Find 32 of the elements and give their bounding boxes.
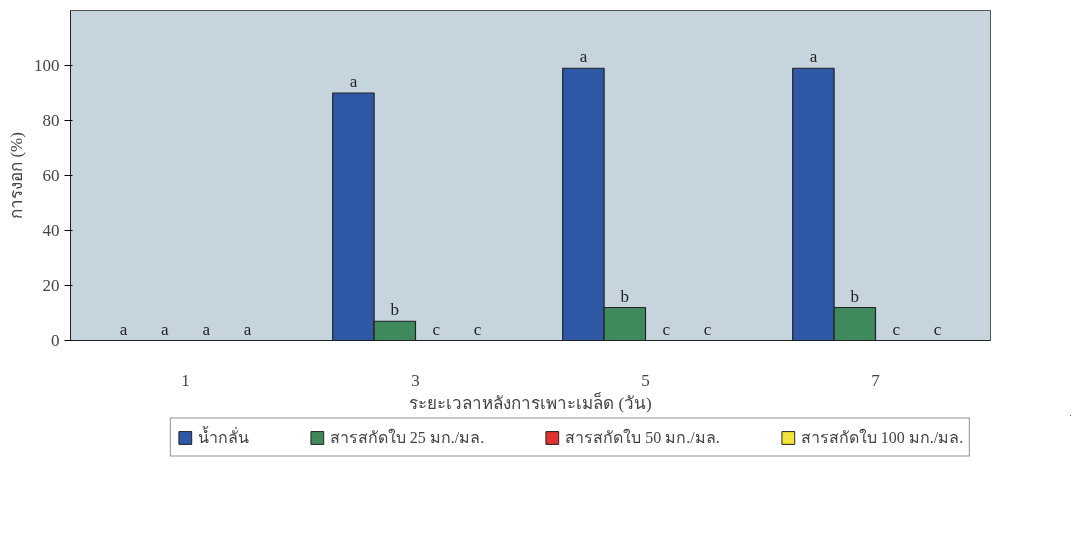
y-tick-label: 80	[42, 111, 60, 130]
data-label: c	[662, 319, 671, 339]
y-tick-label: 60	[42, 166, 60, 185]
y-axis-title: การงอก (%)	[7, 132, 26, 219]
data-label: c	[473, 319, 482, 339]
legend-label: สารสกัดใบ 50 มก./มล.	[565, 427, 720, 448]
x-tick-label: 5	[641, 370, 650, 390]
data-label: a	[809, 47, 818, 67]
legend-label: สารสกัดใบ 100 มก./มล.	[800, 427, 964, 448]
data-label: b	[390, 300, 400, 320]
legend-label: สารสกัดใบ 25 มก./มล.	[329, 427, 485, 448]
data-label: c	[933, 319, 942, 339]
data-label: a	[349, 72, 358, 91]
data-label: a	[161, 319, 170, 339]
data-label: c	[432, 319, 441, 339]
x-tick-label: 7	[871, 370, 881, 390]
x-axis-title: ระยะเวลาหลังการเพาะเมล็ด (วัน)	[409, 391, 652, 413]
data-label: a	[243, 319, 252, 339]
data-label: c	[892, 319, 901, 339]
data-label: c	[703, 319, 712, 339]
x-tick-label: 1	[181, 370, 190, 390]
y-tick-label: 40	[42, 221, 60, 240]
y-tick-label: 100	[34, 56, 60, 75]
data-label: b	[620, 286, 630, 306]
y-tick-label: 0	[51, 331, 60, 350]
data-label: a	[119, 319, 128, 339]
y-tick-label: 20	[42, 276, 60, 295]
data-label: a	[579, 47, 588, 67]
data-label: a	[202, 319, 211, 339]
x-tick-label: 3	[411, 370, 420, 390]
data-label: b	[850, 286, 860, 306]
legend-label: น้ำกลั่น	[197, 425, 249, 448]
